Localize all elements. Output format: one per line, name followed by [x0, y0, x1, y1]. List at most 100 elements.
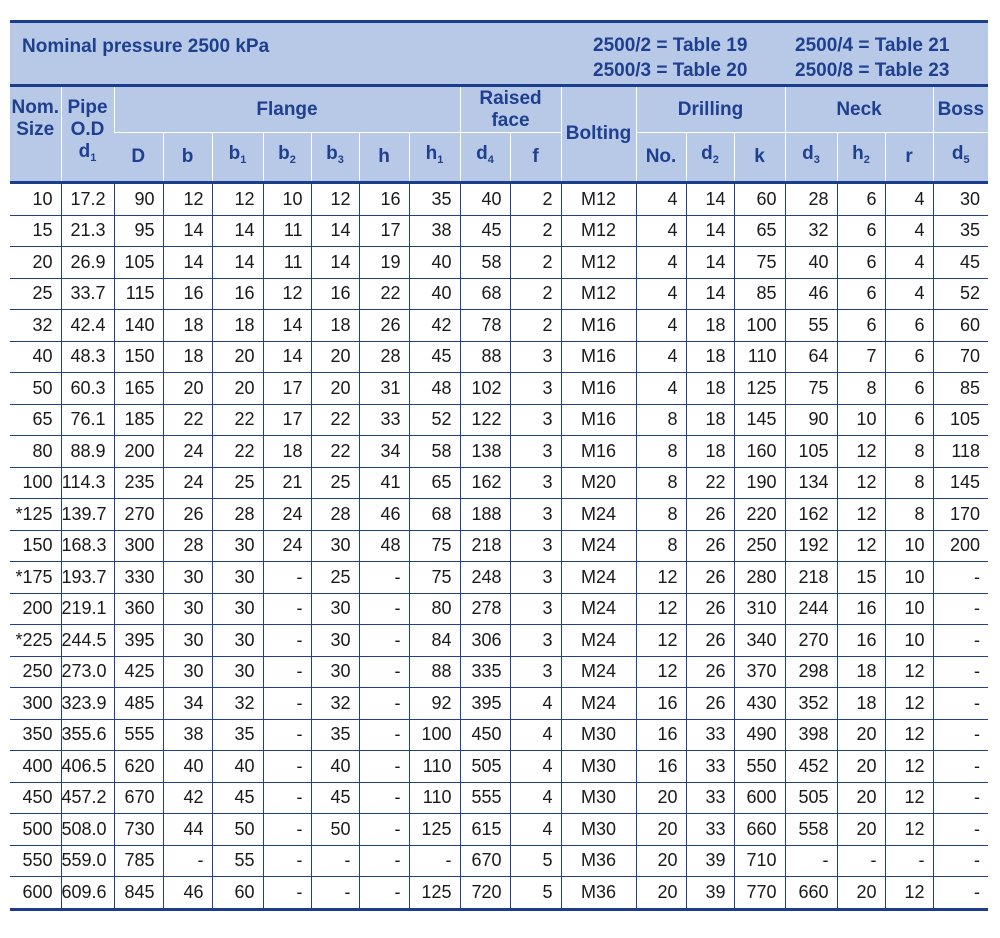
- table-cell: 42.4: [60, 309, 114, 342]
- table-row: 10 17.2 90 12 12 10 12 16 35 40 2 M12 4 14 60 28 6 4 30: [10, 181, 989, 216]
- table-cell: 18: [262, 435, 311, 468]
- table-cell: -: [836, 845, 886, 877]
- table-cell: 14: [310, 215, 359, 247]
- table-cell: 122: [459, 404, 510, 436]
- table-cell: 4: [884, 181, 934, 216]
- table-cell: -: [262, 687, 311, 720]
- table-cell: 845: [113, 876, 163, 911]
- table-cell: 18: [162, 341, 212, 373]
- table-cell: 20: [836, 813, 886, 846]
- table-row: 450 457.2 670 42 45-45-110 555 4 M30 20 33 600 505 2…: [10, 782, 989, 814]
- table-cell: 20: [211, 341, 263, 373]
- table-cell: 21: [262, 467, 311, 499]
- table-cell: M24: [560, 624, 636, 657]
- table-cell: 15: [10, 215, 61, 247]
- table-cell: 65: [10, 404, 61, 436]
- table-cell: -: [932, 782, 989, 814]
- table-cell: 65: [408, 467, 460, 499]
- table-cell: 40: [459, 181, 510, 216]
- table-cell: 3: [509, 656, 561, 688]
- table-cell: 28: [784, 181, 838, 216]
- table-cell: 4: [884, 246, 934, 279]
- table-cell: 730: [113, 813, 163, 846]
- table-cell: 12: [836, 498, 886, 531]
- table-cell: 32: [310, 687, 359, 720]
- table-cell: 3: [509, 561, 561, 594]
- table-cell: 17.2: [60, 181, 114, 216]
- table-cell: 84: [408, 624, 460, 657]
- table-cell: 3: [509, 467, 561, 499]
- table-row: 200 219.1 360 30 30-30-80 278 3 M24 12 26 310 244 16…: [10, 593, 989, 625]
- table-cell: 95: [113, 215, 163, 247]
- table-cell: 5: [509, 845, 561, 877]
- table-cell: 3: [509, 372, 561, 405]
- table-cell: 323.9: [60, 687, 114, 720]
- table-cell: 12: [884, 750, 934, 783]
- table-reference: 2500/8 = Table 23: [795, 60, 950, 81]
- table-cell: 12: [884, 656, 934, 688]
- table-cell: 26: [685, 498, 734, 531]
- table-cell: M24: [560, 593, 636, 625]
- col-h2: h2: [836, 132, 886, 183]
- table-cell: 6: [884, 341, 934, 373]
- table-cell: 150: [10, 530, 61, 562]
- table-cell: 600: [733, 782, 786, 814]
- table-cell: 12: [836, 530, 886, 562]
- table-cell: 115: [113, 278, 163, 310]
- page-title: Nominal pressure 2500 kPa: [22, 36, 270, 57]
- table-cell: 88.9: [60, 435, 114, 468]
- table-cell: 80: [10, 435, 61, 468]
- table-cell: 50: [10, 372, 61, 405]
- table-cell: 110: [733, 341, 786, 373]
- col-b1: b1: [211, 132, 263, 183]
- table-cell: 16: [836, 593, 886, 625]
- table-cell: 280: [733, 561, 786, 594]
- table-cell: 55: [211, 845, 263, 877]
- table-cell: 6: [884, 309, 934, 342]
- table-cell: 45: [211, 782, 263, 814]
- table-cell: 250: [10, 656, 61, 688]
- table-cell: 14: [310, 246, 359, 279]
- table-cell: -: [262, 750, 311, 783]
- table-cell: 10: [884, 593, 934, 625]
- table-cell: 485: [113, 687, 163, 720]
- table-cell: 2: [509, 181, 561, 216]
- table-cell: 20: [836, 782, 886, 814]
- table-cell: -: [358, 813, 409, 846]
- table-cell: 2: [509, 246, 561, 279]
- table-cell: 88: [459, 341, 510, 373]
- table-row: 65 76.1 185 22 22 17 22 33 52 122 3 M16 8 18 145 90 10 6 1…: [10, 404, 989, 436]
- table-cell: 660: [733, 813, 786, 846]
- table-cell: 30: [211, 624, 263, 657]
- table-cell: 12: [635, 561, 686, 594]
- table-cell: 30: [310, 593, 359, 625]
- table-cell: M36: [560, 845, 636, 877]
- group-boss: Boss: [932, 87, 989, 133]
- group-drilling: Drilling: [635, 87, 786, 133]
- table-cell: 26: [685, 593, 734, 625]
- table-cell: 16: [635, 687, 686, 720]
- table-cell: 4: [635, 341, 686, 373]
- table-cell: *225: [10, 624, 61, 657]
- table-cell: -: [310, 876, 359, 911]
- table-cell: 33: [685, 813, 734, 846]
- table-cell: 26: [685, 656, 734, 688]
- table-row: 15 21.3 95 14 14 11 14 17 38 45 2 M12 4 14 65 32 6 4 35: [10, 215, 989, 247]
- table-cell: 14: [262, 309, 311, 342]
- table-cell: 12: [635, 624, 686, 657]
- table-cell: 244: [784, 593, 838, 625]
- table-cell: -: [262, 624, 311, 657]
- table-cell: M16: [560, 341, 636, 373]
- table-cell: 5: [509, 876, 561, 911]
- table-cell: 340: [733, 624, 786, 657]
- table-cell: 18: [162, 309, 212, 342]
- table-cell: M12: [560, 246, 636, 279]
- table-cell: 3: [509, 498, 561, 531]
- table-cell: 450: [459, 719, 510, 751]
- table-cell: 3: [509, 530, 561, 562]
- table-cell: 26: [685, 530, 734, 562]
- table-cell: -: [932, 687, 989, 720]
- table-cell: 600: [10, 876, 61, 911]
- table-cell: 7: [836, 341, 886, 373]
- table-cell: -: [932, 561, 989, 594]
